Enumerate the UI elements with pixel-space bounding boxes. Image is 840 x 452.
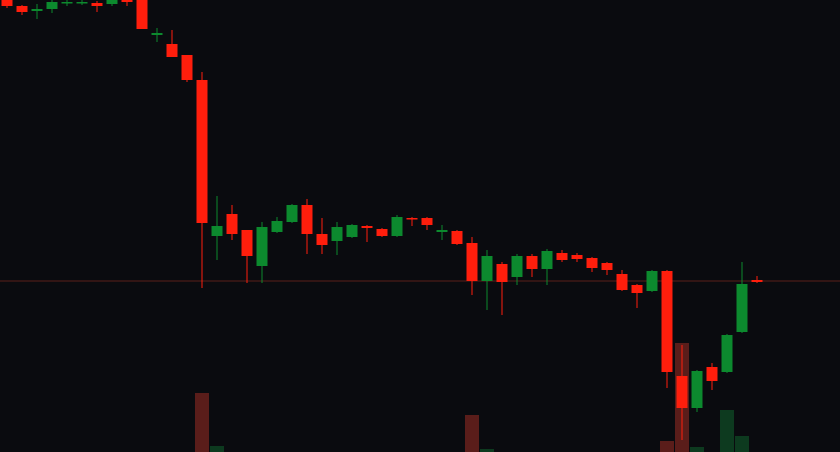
candle-body [1,0,13,6]
candle-body [616,274,628,290]
candle-body [241,230,253,256]
candle-body [496,264,508,282]
candle-body [751,280,763,282]
candle-body [631,285,643,293]
candle-body [481,256,493,281]
candle-body [406,218,418,220]
candle-body [586,258,598,268]
candle-body [46,2,58,9]
candle-body [286,205,298,222]
candle-body [331,227,343,241]
candle-body [541,251,553,269]
candle-body [226,214,238,234]
candle-body [301,205,313,234]
candle-body [166,44,178,57]
volume-bar [195,393,209,452]
candle-body [466,243,478,281]
candle-body [61,2,73,4]
volume-bar [210,446,224,452]
candle-body [661,271,673,372]
candle-body [121,0,133,2]
candle-body [16,6,28,12]
candle-body [691,371,703,408]
candle-body [706,367,718,381]
volume-bar [660,441,674,452]
candle-body [436,230,448,232]
candle-body [136,0,148,29]
candle-body [721,335,733,372]
candle-body [106,0,118,4]
candle-body [451,231,463,244]
candle-body [256,227,268,266]
candle-body [646,271,658,291]
volume-bar [690,447,704,452]
candle-body [271,221,283,232]
candle-body [76,2,88,4]
candle-body [376,229,388,236]
candle-body [361,226,373,228]
candle-body [91,3,103,6]
candle-body [391,217,403,236]
candle-body [211,226,223,236]
candle-body [181,55,193,80]
candle-body [196,80,208,223]
candle-body [676,376,688,408]
candle-body [601,263,613,270]
candle-body [526,256,538,269]
volume-bar [465,415,479,452]
candle-body [151,33,163,35]
candle-body [316,234,328,245]
candle-body [736,284,748,332]
candle-body [511,256,523,277]
candle-body [571,255,583,259]
candle-body [556,253,568,260]
candle-body [421,218,433,225]
volume-bar [735,436,749,452]
volume-bar [480,449,494,452]
volume-bar [720,410,734,452]
candle-body [346,225,358,237]
candle-body [31,9,43,11]
